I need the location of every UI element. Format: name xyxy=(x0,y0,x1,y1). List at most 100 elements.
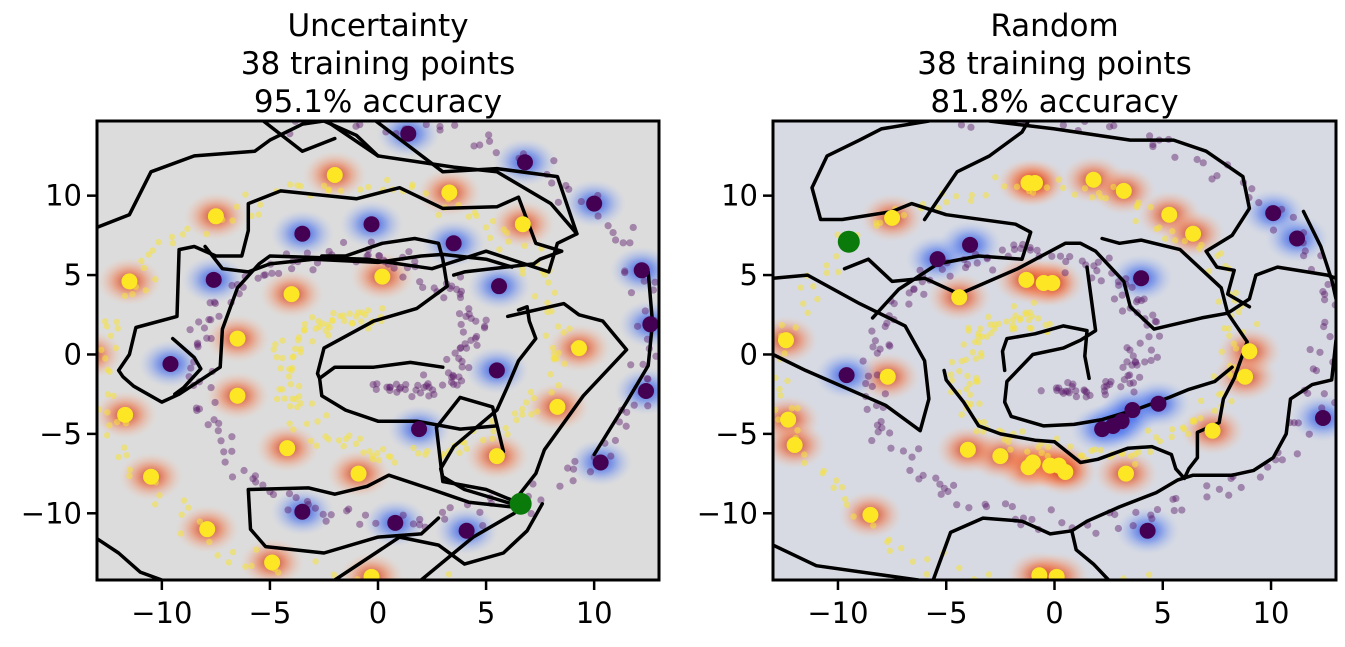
unlabeled-point xyxy=(1203,493,1211,501)
unlabeled-point xyxy=(1069,380,1077,388)
training-point-class0 xyxy=(1150,395,1167,412)
unlabeled-point xyxy=(1086,391,1094,400)
unlabeled-point xyxy=(1319,288,1327,296)
unlabeled-point xyxy=(1118,307,1127,315)
unlabeled-point xyxy=(489,435,496,442)
unlabeled-point xyxy=(1065,389,1073,397)
unlabeled-point xyxy=(281,395,288,402)
unlabeled-point xyxy=(151,501,159,508)
unlabeled-point xyxy=(1213,172,1221,180)
unlabeled-point xyxy=(488,417,496,425)
unlabeled-point xyxy=(323,412,330,419)
training-point-class1 xyxy=(350,465,367,482)
training-point-class0 xyxy=(929,251,946,268)
unlabeled-point xyxy=(1132,217,1139,225)
unlabeled-point xyxy=(549,344,557,352)
decision-boundary xyxy=(116,121,579,404)
decision-boundary xyxy=(246,395,523,555)
training-point-class1 xyxy=(1044,275,1061,291)
unlabeled-point xyxy=(962,263,970,272)
unlabeled-point xyxy=(627,361,635,369)
unlabeled-point xyxy=(459,328,467,336)
unlabeled-point xyxy=(965,324,972,331)
unlabeled-point xyxy=(621,267,629,275)
unlabeled-point xyxy=(967,123,975,131)
unlabeled-point xyxy=(1124,372,1132,380)
training-point-class1 xyxy=(951,289,968,306)
y-tick-label: −5 xyxy=(39,417,82,451)
unlabeled-point xyxy=(352,313,360,320)
unlabeled-point xyxy=(1078,257,1086,265)
unlabeled-point xyxy=(364,307,372,314)
unlabeled-point xyxy=(869,343,877,351)
unlabeled-point xyxy=(106,422,113,429)
training-point-class0 xyxy=(1315,410,1332,426)
unlabeled-point xyxy=(395,385,404,393)
unlabeled-point xyxy=(1152,318,1160,326)
training-point-class0 xyxy=(458,522,475,539)
unlabeled-point xyxy=(564,464,572,472)
unlabeled-point xyxy=(496,246,503,253)
unlabeled-point xyxy=(562,181,570,190)
unlabeled-point xyxy=(1123,344,1131,352)
unlabeled-point xyxy=(294,403,301,411)
unlabeled-point xyxy=(1028,515,1036,524)
unlabeled-point xyxy=(472,317,480,325)
unlabeled-point xyxy=(980,418,988,426)
unlabeled-point xyxy=(254,274,262,282)
unlabeled-point xyxy=(211,299,219,308)
unlabeled-point xyxy=(366,448,373,455)
unlabeled-point xyxy=(1184,430,1192,438)
training-point-class1 xyxy=(1117,465,1134,482)
unlabeled-point xyxy=(311,504,319,512)
unlabeled-point xyxy=(1161,235,1169,242)
unlabeled-point xyxy=(479,521,487,530)
unlabeled-point xyxy=(1305,430,1313,438)
unlabeled-point xyxy=(550,157,558,165)
unlabeled-point xyxy=(1010,241,1018,249)
training-point-class0 xyxy=(205,271,222,288)
unlabeled-point xyxy=(1056,252,1065,260)
unlabeled-point xyxy=(438,508,447,516)
unlabeled-point xyxy=(98,346,105,354)
unlabeled-point xyxy=(1132,358,1140,367)
unlabeled-point xyxy=(1001,183,1008,190)
unlabeled-point xyxy=(169,239,177,247)
unlabeled-point xyxy=(386,383,394,391)
unlabeled-point xyxy=(621,269,629,277)
unlabeled-point xyxy=(1110,183,1117,191)
unlabeled-point xyxy=(462,344,471,352)
unlabeled-point xyxy=(569,465,578,473)
decision-boundary xyxy=(592,270,655,457)
unlabeled-point xyxy=(255,211,263,218)
unlabeled-point xyxy=(335,437,343,444)
plot-area xyxy=(773,121,1336,580)
unlabeled-point xyxy=(548,308,555,315)
unlabeled-point xyxy=(279,354,286,362)
chart-title-line: Uncertainty xyxy=(287,8,468,44)
unlabeled-point xyxy=(384,176,391,184)
unlabeled-point xyxy=(312,558,319,565)
chart-title-line: 81.8% accuracy xyxy=(930,84,1178,120)
unlabeled-point xyxy=(981,500,989,508)
unlabeled-point xyxy=(295,336,302,344)
unlabeled-point xyxy=(1081,387,1089,395)
training-point-class0 xyxy=(445,235,462,252)
unlabeled-point xyxy=(185,504,192,511)
unlabeled-point xyxy=(910,285,918,293)
unlabeled-point xyxy=(966,391,974,398)
unlabeled-point xyxy=(944,487,952,496)
unlabeled-point xyxy=(399,511,407,519)
unlabeled-point xyxy=(859,357,867,365)
unlabeled-point xyxy=(1114,524,1122,533)
unlabeled-point xyxy=(273,353,280,361)
unlabeled-point xyxy=(1228,398,1235,405)
unlabeled-point xyxy=(463,445,471,453)
unlabeled-point xyxy=(784,377,791,384)
unlabeled-point xyxy=(537,496,545,504)
unlabeled-point xyxy=(419,371,428,379)
unlabeled-point xyxy=(386,383,394,391)
unlabeled-point xyxy=(915,445,923,453)
unlabeled-point xyxy=(286,420,293,427)
